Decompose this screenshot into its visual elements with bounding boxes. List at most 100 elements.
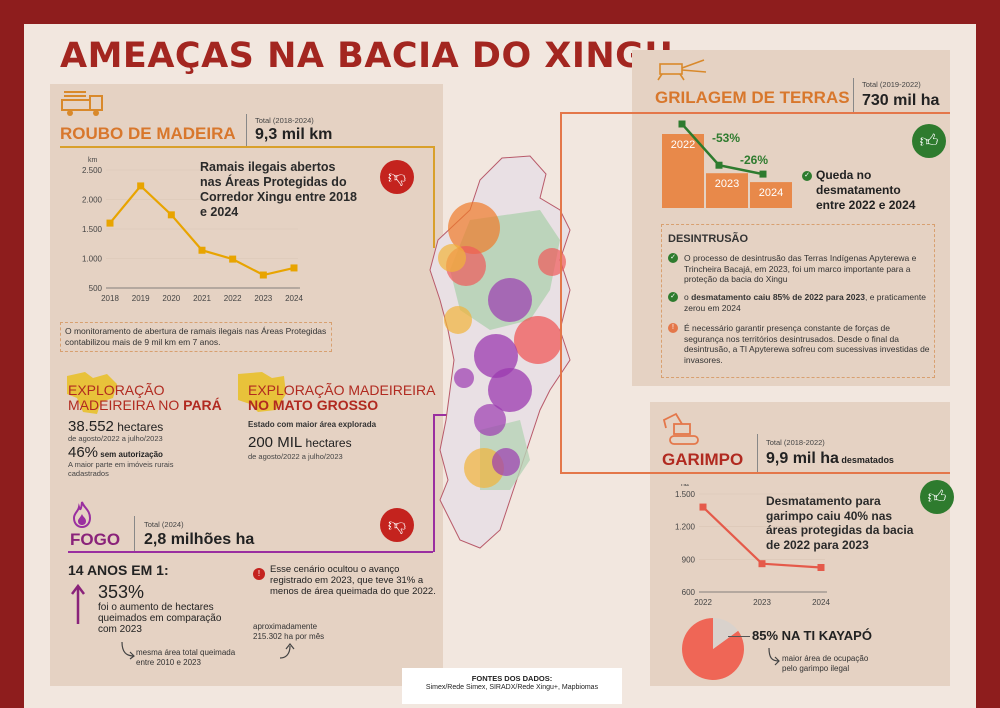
mt-heading-line2: NO MATO GROSSO (248, 397, 379, 413)
mt-value-number: 200 MIL (248, 434, 303, 451)
truck-icon (61, 91, 103, 116)
trend-point (759, 170, 767, 178)
data-point (290, 264, 298, 272)
x-tick-label: 2024 (285, 294, 303, 303)
para-pct-note-line2: cadastrados (68, 469, 109, 478)
x-tick-label: 2022 (224, 294, 242, 303)
thumb-up-icon: 👍︎ (920, 480, 954, 514)
roubo-chart-description: Ramais ilegais abertos nas Áreas Protegi… (200, 160, 357, 219)
desintrusao-item-3-text: É necessário garantir presença constante… (684, 323, 930, 365)
fogo-pct-desc-line1: foi o aumento de hectares (98, 602, 214, 613)
fogo-total-divider (134, 516, 135, 551)
fogo-approx-line2: 215.302 ha por mês (253, 632, 325, 641)
fogo-note: mesma área total queimada entre 2010 e 2… (136, 648, 235, 668)
thumb-up-icon: ✓ (668, 292, 678, 302)
para-pct-label: sem autorização (98, 450, 163, 459)
fogo-pct: 353% (98, 582, 145, 602)
thumb-up-icon: ✓ (802, 170, 812, 181)
desintrusao-item-1: ✓ O processo de desintrusão das Terras I… (668, 253, 930, 285)
garimpo-total-suffix: desmatados (838, 455, 894, 465)
roubo-heading: ROUBO DE MADEIRA (60, 124, 236, 143)
sources-heading: FONTES DOS DADOS: (471, 674, 553, 683)
x-tick-label: 2020 (162, 294, 180, 303)
desintrusao-heading: DESINTRUSÃO (668, 233, 749, 245)
roubo-underline (60, 146, 435, 148)
para-value-number: 38.552 (68, 418, 114, 435)
grilagem-queda: ✓ Queda no desmatamento entre 2022 e 2024 (802, 168, 915, 213)
alert-icon: ! (253, 568, 265, 580)
fogo-total-value: 2,8 milhões ha (144, 531, 255, 548)
roubo-total-value: 9,3 mil km (255, 126, 333, 143)
sources-text: Simex/Rede Simex, SIRADX/Rede Xingu+, Ma… (425, 684, 599, 691)
fogo-underline (68, 551, 433, 553)
x-tick-label: 2021 (193, 294, 211, 303)
grilagem-queda-line2: desmatamento (816, 183, 901, 197)
para-period: de agosto/2022 a julho/2023 (68, 434, 163, 443)
data-point (229, 255, 237, 263)
para-heading-state: PARÁ (183, 397, 222, 413)
garimpo-total-label: Total (2018-2022) (766, 438, 825, 447)
grilagem-bar-chart: 2022 2023 2024 -53%-26% (662, 120, 792, 208)
garimpo-pie-note-line2: pelo garimpo ilegal (782, 664, 850, 673)
mt-period: de agosto/2022 a julho/2023 (248, 452, 343, 461)
grilagem-total-divider (853, 78, 854, 112)
bar (662, 134, 704, 208)
x-tick-label: 2023 (254, 294, 272, 303)
mt-value-unit: hectares (302, 436, 352, 450)
para-heading-line2: MADEIREIRA NO PARÁ (68, 398, 222, 413)
y-tick-label: 500 (89, 284, 103, 293)
fogo-alert: Esse cenário ocultou o avanço registrado… (270, 564, 436, 597)
para-map-icon (67, 372, 117, 414)
fogo-approx: aproximadamente 215.302 ha por mês (253, 622, 324, 642)
mt-heading: EXPLORAÇÃO MADEIREIRA NO MATO GROSSO (248, 383, 436, 413)
data-point (699, 503, 707, 511)
garimpo-description: Desmatamento para garimpo caiu 40% nas á… (766, 494, 914, 552)
mt-value: 200 MIL hectares (248, 434, 352, 451)
bar-label: 2023 (715, 178, 739, 190)
excavator-icon (662, 412, 699, 445)
mt-subtitle: Estado com maior área explorada (248, 420, 377, 429)
y-axis-unit: ha (681, 484, 689, 488)
fogo-note-line2: entre 2010 e 2023 (136, 658, 201, 667)
warning-icon: ! (668, 323, 678, 333)
trend-point (715, 161, 723, 169)
xingu-basin-map (429, 155, 571, 549)
grilagem-queda-line1: ✓ Queda no (802, 168, 915, 183)
desintrusao-item-1-text: O processo de desintrusão das Terras Ind… (684, 253, 917, 284)
fogo-note-line1: mesma área total queimada (136, 648, 236, 657)
grilagem-connector (560, 112, 562, 472)
grilagem-icon (657, 59, 707, 81)
grilagem-heading: GRILAGEM DE TERRAS (655, 88, 850, 107)
right-top-panel (632, 50, 950, 386)
y-tick-label: 2.000 (82, 196, 103, 205)
para-value-unit: hectares (113, 420, 164, 434)
curved-arrow-icon (279, 643, 295, 659)
y-tick-label: 1.500 (82, 225, 103, 234)
garimpo-total-divider (757, 434, 758, 472)
y-axis-unit: km (88, 157, 98, 164)
data-point (758, 560, 766, 568)
para-pct-value: 46% (68, 444, 99, 461)
data-point (198, 246, 206, 254)
para-heading: EXPLORAÇÃO MADEIREIRA NO PARÁ (68, 383, 222, 413)
fogo-subtitle: 14 ANOS EM 1: (68, 562, 169, 578)
data-point (259, 271, 267, 279)
desintrusao-item-2-pre: o (684, 292, 692, 302)
thumb-down-icon: 👎︎ (380, 160, 414, 194)
curved-arrow-icon (121, 641, 135, 660)
para-value: 38.552 hectares (68, 418, 163, 435)
y-tick-label: 1.500 (675, 490, 696, 499)
page-title: AMEAÇAS NA BACIA DO XINGU (60, 36, 674, 76)
x-tick-label: 2019 (132, 294, 150, 303)
pie-connector (728, 636, 750, 637)
desintrusao-item-2-text: o desmatamento caiu 85% de 2022 para 202… (668, 292, 930, 313)
desintrusao-item-2-post: , e praticamente zerou em 2024 (684, 292, 926, 313)
data-point (137, 182, 145, 190)
pie-slice (713, 618, 739, 649)
grilagem-total-label: Total (2019-2022) (862, 80, 921, 89)
grilagem-total-value: 730 mil ha (862, 92, 940, 109)
roubo-vertical-line (433, 146, 435, 248)
fogo-heading: FOGO (70, 530, 121, 549)
